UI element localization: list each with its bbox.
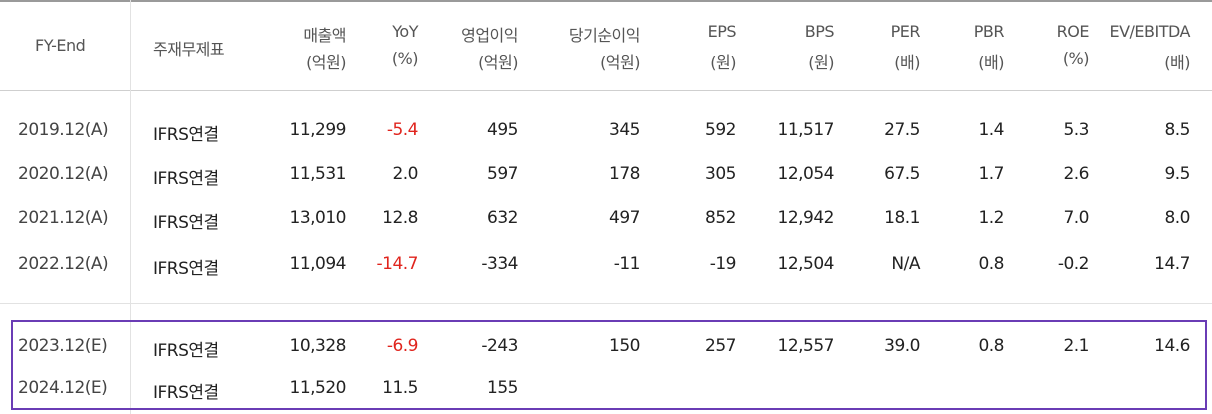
statement-basis-cell: IFRS연결 — [153, 169, 219, 189]
header-roe-unit: (%) — [1062, 49, 1090, 68]
header-pbr-unit: (배) — [978, 53, 1004, 72]
roe-cell: -0.2 — [1057, 254, 1090, 274]
per-cell: 27.5 — [884, 120, 920, 140]
pbr-cell: 1.2 — [978, 208, 1004, 228]
ev-ebitda-cell: 14.6 — [1154, 336, 1190, 356]
fy-end-cell: 2024.12(E) — [18, 378, 108, 398]
header-operating-profit-unit: (억원) — [478, 53, 518, 72]
ev-ebitda-cell: 8.0 — [1164, 208, 1190, 228]
header-net-income-unit: (억원) — [600, 53, 640, 72]
yoy-cell: -6.9 — [386, 336, 419, 356]
ev-ebitda-cell: 14.7 — [1154, 254, 1190, 274]
pbr-cell: 1.4 — [978, 120, 1004, 140]
header-bottom-border — [0, 90, 1212, 91]
statement-basis-cell: IFRS연결 — [153, 341, 219, 361]
operating-profit-cell: -334 — [481, 254, 518, 274]
bps-cell: 12,942 — [777, 208, 835, 228]
pbr-cell: 0.8 — [978, 336, 1004, 356]
bps-cell: 12,557 — [777, 336, 835, 356]
ev-ebitda-cell: 8.5 — [1164, 120, 1190, 140]
header-sales: 매출액 — [303, 26, 346, 45]
eps-cell: 592 — [705, 120, 736, 140]
header-pbr: PBR — [973, 22, 1005, 41]
fy-end-cell: 2020.12(A) — [18, 164, 109, 184]
yoy-cell: 12.8 — [382, 208, 418, 228]
header-eps-unit: (원) — [710, 53, 736, 72]
fy-end-cell: 2021.12(A) — [18, 208, 109, 228]
yoy-cell: -14.7 — [376, 254, 419, 274]
header-per: PER — [890, 22, 921, 41]
roe-cell: 7.0 — [1063, 208, 1089, 228]
sales-cell: 10,328 — [289, 336, 347, 356]
fy-end-cell: 2022.12(A) — [18, 254, 109, 274]
eps-cell: 305 — [705, 164, 736, 184]
net-income-cell: 178 — [609, 164, 640, 184]
pbr-cell: 1.7 — [978, 164, 1004, 184]
sales-cell: 11,520 — [289, 378, 347, 398]
eps-cell: 257 — [705, 336, 736, 356]
header-ev-ebitda-unit: (배) — [1164, 53, 1190, 72]
roe-cell: 5.3 — [1063, 120, 1089, 140]
per-cell: 39.0 — [884, 336, 920, 356]
table-header: FY-End 주재무제표 매출액 (억원) YoY (%) 영업이익 (억원) … — [0, 0, 1212, 90]
yoy-cell: 2.0 — [392, 164, 418, 184]
sales-cell: 11,094 — [289, 254, 347, 274]
yoy-cell: -5.4 — [386, 120, 419, 140]
header-bps: BPS — [804, 22, 835, 41]
bps-cell: 12,054 — [777, 164, 835, 184]
column-divider — [130, 0, 131, 90]
group-divider — [0, 303, 1212, 304]
operating-profit-cell: 155 — [487, 378, 518, 398]
estimate-highlight-box — [11, 320, 1207, 410]
operating-profit-cell: 632 — [487, 208, 518, 228]
per-cell: 67.5 — [884, 164, 920, 184]
operating-profit-cell: 597 — [487, 164, 518, 184]
pbr-cell: 0.8 — [978, 254, 1004, 274]
net-income-cell: 497 — [609, 208, 640, 228]
header-yoy: YoY — [392, 22, 418, 41]
column-divider — [130, 90, 131, 305]
header-fy-end: FY-End — [35, 36, 86, 55]
operating-profit-cell: -243 — [481, 336, 518, 356]
sales-cell: 11,531 — [289, 164, 347, 184]
header-operating-profit: 영업이익 — [461, 26, 518, 45]
statement-basis-cell: IFRS연결 — [153, 213, 219, 233]
header-sales-unit: (억원) — [306, 53, 346, 72]
per-cell: N/A — [891, 254, 920, 274]
ev-ebitda-cell: 9.5 — [1164, 164, 1190, 184]
net-income-cell: 150 — [609, 336, 640, 356]
eps-cell: -19 — [709, 254, 737, 274]
column-divider — [130, 303, 131, 414]
net-income-cell: -11 — [613, 254, 641, 274]
statement-basis-cell: IFRS연결 — [153, 125, 219, 145]
bps-cell: 11,517 — [777, 120, 835, 140]
eps-cell: 852 — [705, 208, 736, 228]
bps-cell: 12,504 — [777, 254, 835, 274]
roe-cell: 2.6 — [1063, 164, 1089, 184]
table-top-border — [0, 0, 1212, 2]
header-per-unit: (배) — [894, 53, 920, 72]
header-roe: ROE — [1056, 22, 1090, 41]
per-cell: 18.1 — [884, 208, 920, 228]
roe-cell: 2.1 — [1063, 336, 1089, 356]
net-income-cell: 345 — [609, 120, 640, 140]
statement-basis-cell: IFRS연결 — [153, 259, 219, 279]
operating-profit-cell: 495 — [487, 120, 518, 140]
sales-cell: 13,010 — [289, 208, 347, 228]
fy-end-cell: 2019.12(A) — [18, 120, 109, 140]
header-bps-unit: (원) — [808, 53, 834, 72]
sales-cell: 11,299 — [289, 120, 347, 140]
header-yoy-unit: (%) — [391, 49, 419, 68]
header-eps: EPS — [707, 22, 737, 41]
yoy-cell: 11.5 — [382, 378, 418, 398]
header-ev-ebitda: EV/EBITDA — [1109, 22, 1190, 41]
header-net-income: 당기순이익 — [568, 26, 641, 45]
header-main-statement: 주재무제표 — [153, 40, 225, 59]
fy-end-cell: 2023.12(E) — [18, 336, 108, 356]
statement-basis-cell: IFRS연결 — [153, 383, 219, 403]
